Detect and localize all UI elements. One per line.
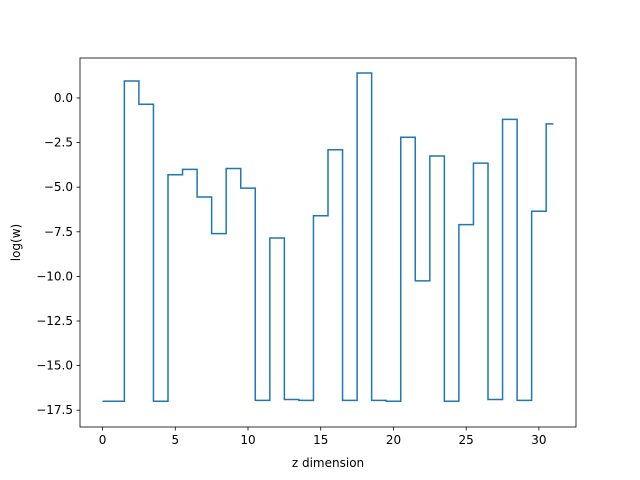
- y-tick-label: −5.0: [44, 180, 73, 194]
- x-tick-label: 25: [459, 433, 474, 447]
- x-tick-label: 20: [386, 433, 401, 447]
- plot-layer: [102, 72, 554, 403]
- x-tick-label: 15: [313, 433, 328, 447]
- x-axis-label: z dimension: [292, 456, 364, 470]
- axes-frame: [79, 57, 577, 428]
- y-tick-label: −12.5: [36, 314, 73, 328]
- series-line: [102, 72, 554, 403]
- y-axis-label: log(w): [9, 224, 23, 261]
- y-tick-label: −10.0: [36, 269, 73, 283]
- y-tick-label: −17.5: [36, 403, 73, 417]
- y-axis-ticks: −17.5 −15.0 −12.5 −10.0 −7.5 −5.0 −2.5 0.0: [36, 91, 80, 417]
- x-tick-label: 5: [171, 433, 179, 447]
- y-tick-label: 0.0: [54, 91, 73, 105]
- y-tick-label: −2.5: [44, 136, 73, 150]
- x-tick-label: 10: [240, 433, 255, 447]
- x-tick-label: 0: [99, 433, 107, 447]
- x-axis-ticks: 0 5 10 15 20 25 30: [99, 427, 547, 447]
- x-tick-label: 30: [531, 433, 546, 447]
- y-tick-label: −7.5: [44, 225, 73, 239]
- y-tick-label: −15.0: [36, 359, 73, 373]
